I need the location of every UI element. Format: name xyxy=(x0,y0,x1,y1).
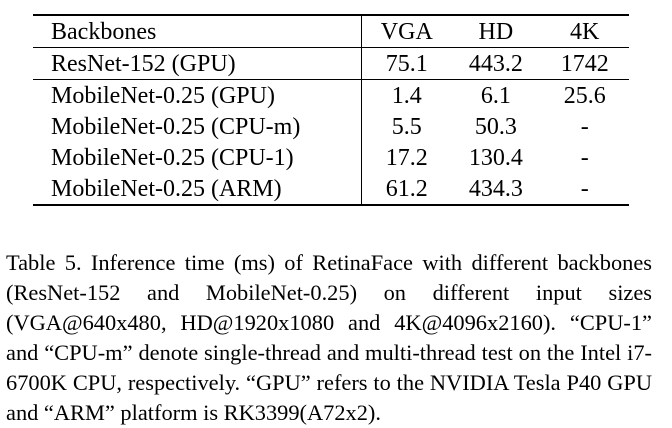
table-row: ResNet-152 (GPU) 75.1 443.2 1742 xyxy=(33,47,629,80)
table-row: MobileNet-0.25 (CPU-m) 5.5 50.3 - xyxy=(33,111,629,142)
header-hd: HD xyxy=(451,14,541,48)
row-4k: 25.6 xyxy=(540,79,629,111)
table-row: MobileNet-0.25 (GPU) 1.4 6.1 25.6 xyxy=(33,79,629,111)
row-vga: 1.4 xyxy=(361,79,452,111)
row-vga: 5.5 xyxy=(361,111,452,142)
table-caption: Table 5. Inference time (ms) of RetinaFa… xyxy=(6,250,652,426)
page: Backbones VGA HD 4K ResNet-152 (GPU) 75.… xyxy=(6,14,652,425)
row-4k: - xyxy=(580,114,589,140)
header-4k: 4K xyxy=(540,14,629,48)
header-vga: VGA xyxy=(361,14,452,48)
row-4k: 1742 xyxy=(540,47,629,80)
row-backbone: MobileNet-0.25 (CPU-m) xyxy=(51,114,301,140)
row-backbone: MobileNet-0.25 (ARM) xyxy=(33,173,362,206)
row-backbone: MobileNet-0.25 (GPU) xyxy=(33,79,362,111)
table-row: MobileNet-0.25 (ARM) 61.2 434.3 - xyxy=(33,173,629,206)
row-hd: 6.1 xyxy=(451,79,541,111)
row-4k: - xyxy=(580,145,589,171)
row-backbone: ResNet-152 (GPU) xyxy=(33,47,362,80)
row-vga: 61.2 xyxy=(361,173,452,206)
row-hd: 130.4 xyxy=(468,145,523,171)
row-vga: 75.1 xyxy=(361,47,452,80)
row-hd: 434.3 xyxy=(451,173,541,206)
table-header-row: Backbones VGA HD 4K xyxy=(33,14,629,48)
row-hd: 50.3 xyxy=(474,114,517,140)
table-row: MobileNet-0.25 (CPU-1) 17.2 130.4 - xyxy=(33,142,629,173)
row-backbone: MobileNet-0.25 (CPU-1) xyxy=(51,145,294,171)
results-table: Backbones VGA HD 4K ResNet-152 (GPU) 75.… xyxy=(33,14,629,206)
row-vga: 17.2 xyxy=(361,142,452,173)
header-backbones: Backbones xyxy=(33,14,362,48)
row-hd: 443.2 xyxy=(451,47,541,80)
row-4k: - xyxy=(540,173,629,206)
